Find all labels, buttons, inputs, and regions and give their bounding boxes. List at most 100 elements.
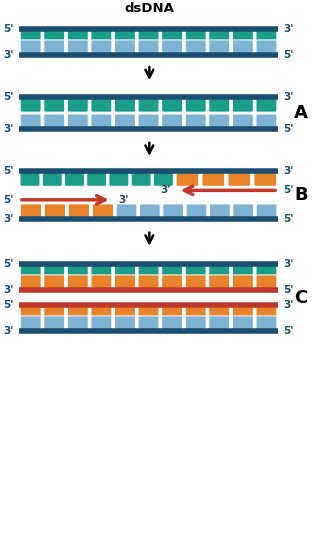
FancyBboxPatch shape	[162, 28, 182, 44]
Text: 3': 3'	[283, 301, 294, 310]
FancyBboxPatch shape	[67, 96, 88, 112]
Text: 3': 3'	[4, 49, 14, 60]
FancyBboxPatch shape	[232, 96, 253, 112]
FancyBboxPatch shape	[114, 28, 135, 44]
FancyBboxPatch shape	[67, 28, 88, 44]
FancyBboxPatch shape	[91, 263, 112, 279]
FancyBboxPatch shape	[91, 275, 112, 291]
FancyBboxPatch shape	[91, 28, 112, 44]
FancyBboxPatch shape	[44, 304, 65, 320]
Text: 5': 5'	[283, 49, 294, 60]
FancyBboxPatch shape	[131, 170, 151, 186]
FancyBboxPatch shape	[44, 204, 65, 221]
Text: dsDNA: dsDNA	[124, 3, 174, 16]
FancyBboxPatch shape	[138, 40, 159, 56]
FancyBboxPatch shape	[232, 263, 253, 279]
FancyBboxPatch shape	[185, 114, 206, 130]
FancyBboxPatch shape	[185, 263, 206, 279]
Text: 5': 5'	[4, 25, 14, 34]
FancyBboxPatch shape	[185, 96, 206, 112]
FancyBboxPatch shape	[67, 40, 88, 56]
FancyBboxPatch shape	[256, 40, 277, 56]
FancyBboxPatch shape	[91, 304, 112, 320]
FancyBboxPatch shape	[44, 40, 65, 56]
FancyBboxPatch shape	[114, 263, 135, 279]
Text: 5': 5'	[4, 93, 14, 102]
FancyBboxPatch shape	[20, 316, 41, 332]
FancyBboxPatch shape	[67, 263, 88, 279]
FancyBboxPatch shape	[256, 28, 277, 44]
FancyBboxPatch shape	[67, 304, 88, 320]
FancyBboxPatch shape	[114, 316, 135, 332]
FancyBboxPatch shape	[114, 40, 135, 56]
Text: 5': 5'	[4, 301, 14, 310]
FancyBboxPatch shape	[138, 28, 159, 44]
FancyBboxPatch shape	[209, 263, 230, 279]
FancyBboxPatch shape	[20, 28, 41, 44]
FancyBboxPatch shape	[138, 316, 159, 332]
Text: 5': 5'	[283, 285, 294, 295]
FancyBboxPatch shape	[153, 170, 173, 186]
Text: 3': 3'	[283, 25, 294, 34]
FancyBboxPatch shape	[209, 316, 230, 332]
FancyBboxPatch shape	[44, 263, 65, 279]
Text: B: B	[294, 186, 307, 204]
FancyBboxPatch shape	[256, 263, 277, 279]
FancyBboxPatch shape	[209, 114, 230, 130]
Text: 5': 5'	[283, 214, 294, 224]
FancyBboxPatch shape	[162, 96, 182, 112]
Text: C: C	[294, 288, 307, 307]
FancyBboxPatch shape	[67, 275, 88, 291]
FancyBboxPatch shape	[109, 170, 129, 186]
FancyBboxPatch shape	[209, 40, 230, 56]
FancyBboxPatch shape	[176, 170, 199, 186]
FancyBboxPatch shape	[20, 275, 41, 291]
Text: 3': 3'	[4, 214, 14, 224]
FancyBboxPatch shape	[92, 204, 113, 221]
FancyBboxPatch shape	[44, 275, 65, 291]
FancyBboxPatch shape	[138, 275, 159, 291]
FancyBboxPatch shape	[232, 316, 253, 332]
FancyBboxPatch shape	[209, 304, 230, 320]
FancyBboxPatch shape	[20, 170, 40, 186]
FancyBboxPatch shape	[209, 96, 230, 112]
FancyBboxPatch shape	[138, 96, 159, 112]
FancyBboxPatch shape	[67, 316, 88, 332]
Text: 3': 3'	[283, 166, 294, 176]
FancyBboxPatch shape	[232, 304, 253, 320]
FancyBboxPatch shape	[256, 114, 277, 130]
FancyBboxPatch shape	[114, 275, 135, 291]
Text: 3': 3'	[118, 195, 129, 205]
FancyBboxPatch shape	[162, 40, 182, 56]
FancyBboxPatch shape	[20, 40, 41, 56]
Text: 3': 3'	[283, 93, 294, 102]
FancyBboxPatch shape	[254, 170, 277, 186]
FancyBboxPatch shape	[162, 114, 182, 130]
FancyBboxPatch shape	[91, 40, 112, 56]
FancyBboxPatch shape	[186, 204, 207, 221]
FancyBboxPatch shape	[210, 204, 230, 221]
FancyBboxPatch shape	[116, 204, 137, 221]
Text: 3': 3'	[283, 259, 294, 270]
FancyBboxPatch shape	[256, 96, 277, 112]
FancyBboxPatch shape	[20, 96, 41, 112]
FancyBboxPatch shape	[64, 170, 84, 186]
Text: 3': 3'	[161, 186, 171, 195]
FancyBboxPatch shape	[91, 114, 112, 130]
Text: 5': 5'	[283, 325, 294, 336]
FancyBboxPatch shape	[185, 304, 206, 320]
Text: 3': 3'	[4, 285, 14, 295]
FancyBboxPatch shape	[232, 275, 253, 291]
Text: 3': 3'	[4, 124, 14, 134]
FancyBboxPatch shape	[44, 114, 65, 130]
FancyBboxPatch shape	[44, 96, 65, 112]
FancyBboxPatch shape	[20, 114, 41, 130]
Text: 5': 5'	[4, 195, 14, 205]
FancyBboxPatch shape	[232, 28, 253, 44]
FancyBboxPatch shape	[256, 316, 277, 332]
FancyBboxPatch shape	[91, 316, 112, 332]
FancyBboxPatch shape	[44, 28, 65, 44]
FancyBboxPatch shape	[138, 304, 159, 320]
FancyBboxPatch shape	[232, 40, 253, 56]
Text: 3': 3'	[4, 325, 14, 336]
